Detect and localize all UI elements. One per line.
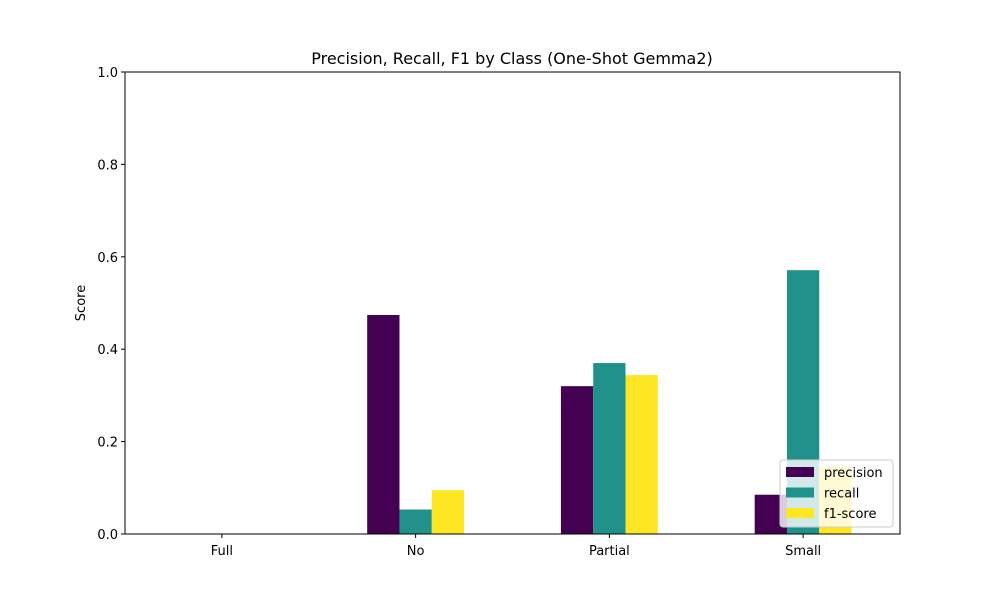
y-axis-label: Score xyxy=(74,285,89,321)
y-tick-label: 0.0 xyxy=(97,528,118,543)
plot-frame xyxy=(124,71,901,535)
bar-f1-score-no xyxy=(431,490,465,534)
legend: precision recall f1-score xyxy=(779,459,894,528)
bar-recall-partial xyxy=(593,363,626,534)
bar-precision-partial xyxy=(560,386,594,534)
x-axis: Full No Partial Small xyxy=(211,534,821,559)
y-tick-label: 0.2 xyxy=(97,436,118,451)
legend-swatch-precision xyxy=(786,467,814,477)
y-tick-label: 0.6 xyxy=(97,251,118,266)
legend-label-f1-score: f1-score xyxy=(824,507,876,522)
bar-recall-no xyxy=(399,509,432,534)
legend-swatch-f1-score xyxy=(786,508,814,518)
x-tick-label-no: No xyxy=(407,544,425,559)
y-tick-label: 1.0 xyxy=(97,66,118,81)
y-axis: 0.0 0.2 0.4 0.6 0.8 1.0 xyxy=(97,66,125,543)
chart-title: Precision, Recall, F1 by Class (One-Shot… xyxy=(311,49,713,68)
y-tick-label: 0.8 xyxy=(97,158,118,173)
x-tick-label-small: Small xyxy=(785,544,821,559)
legend-swatch-recall xyxy=(786,487,814,498)
x-tick-label-full: Full xyxy=(211,544,233,559)
legend-label-precision: precision xyxy=(824,466,883,481)
bar-f1-score-partial xyxy=(625,375,658,534)
legend-label-recall: recall xyxy=(824,487,859,502)
bars-group xyxy=(367,270,852,534)
x-tick-label-partial: Partial xyxy=(589,544,630,559)
y-tick-label: 0.4 xyxy=(97,343,118,358)
bar-precision-no xyxy=(367,315,400,534)
